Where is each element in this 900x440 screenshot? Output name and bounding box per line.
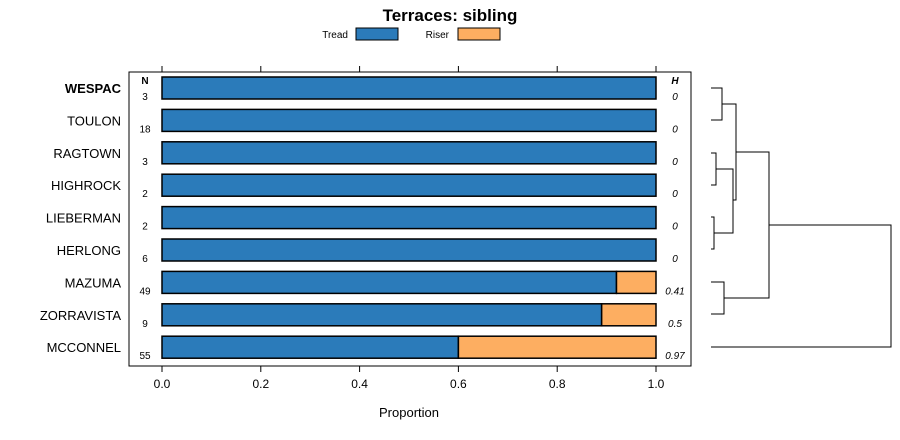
x-tick-label: 1.0 [648,377,665,391]
n-value: 2 [142,222,148,233]
legend-label-riser: Riser [426,30,450,41]
n-value: 49 [139,286,151,297]
bar-tread [161,238,657,262]
bar-riser [615,270,657,295]
bar-tread [161,76,657,100]
bar-tread [161,141,657,165]
h-value: 0 [672,189,678,200]
n-value: 3 [142,157,148,168]
bar-riser [600,303,657,327]
h-value: 0 [672,254,678,265]
dendro-branch-highrock-lieberman [711,152,717,186]
chart-title: Terraces: sibling [383,6,518,25]
dendro-branch-mazuma-zorravista [711,281,725,315]
n-value: 6 [142,254,148,265]
n-value: 18 [139,124,151,135]
dendrogram [711,87,892,348]
bar-tread [161,270,618,295]
category-label: HERLONG [57,243,121,258]
bar-tread [161,108,657,133]
x-axis: 0.0 0.2 0.4 0.6 0.8 1.0 [154,66,665,391]
n-value: 3 [142,92,148,103]
category-label: HIGHROCK [51,178,121,193]
legend: Tread Riser [322,27,501,41]
category-label: MCCONNEL [47,340,121,355]
h-value: 0 [672,222,678,233]
category-label: WESPAC [65,81,122,96]
category-labels: WESPAC 3 0 TOULON 18 0 RAGTOWN 3 0 HIGHROCK 2 0 LIEB… [40,81,685,362]
h-value: 0.5 [668,319,682,330]
h-value: 0 [672,92,678,103]
dendro-branch-root [711,224,892,348]
category-label: RAGTOWN [53,146,121,161]
bar-tread [161,205,657,230]
category-label: MAZUMA [65,275,122,290]
bar-tread [161,303,603,327]
n-value: 9 [142,319,148,330]
n-value: 2 [142,189,148,200]
x-axis-label: Proportion [379,405,439,420]
bar-riser [457,335,657,359]
bars [161,76,657,359]
bar-tread [161,173,657,197]
category-label: LIEBERMAN [46,211,121,226]
h-value: 0.97 [665,351,685,362]
x-tick-label: 0.2 [252,377,269,391]
legend-swatch-riser [457,27,501,41]
h-value: 0 [672,157,678,168]
dendro-branch-wespac-toulon [711,87,723,121]
dendro-branch-mid [714,168,734,234]
h-header: H [671,76,679,87]
legend-label-tread: Tread [322,30,348,41]
dendro-branch-lieberman-herlong [711,216,715,250]
x-tick-label: 0.6 [450,377,467,391]
x-tick-label: 0.4 [351,377,368,391]
x-tick-label: 0.0 [154,377,171,391]
n-value: 55 [139,351,151,362]
h-value: 0 [672,124,678,135]
x-tick-label: 0.8 [549,377,566,391]
legend-swatch-tread [355,27,399,41]
bar-tread [161,335,460,359]
plot-frame [128,71,692,367]
dendro-branch-upper [724,151,770,299]
n-header: N [141,76,148,87]
h-value: 0.41 [665,286,684,297]
category-label: TOULON [67,113,121,128]
dendro-branch-top [722,103,737,201]
category-label: ZORRAVISTA [40,308,121,323]
